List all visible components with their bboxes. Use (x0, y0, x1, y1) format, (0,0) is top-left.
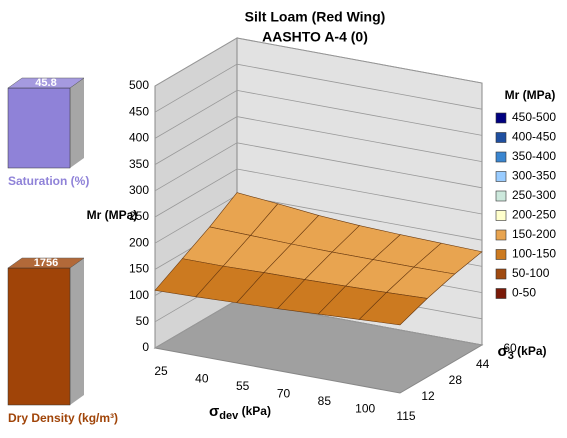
legend-label: 200-250 (512, 208, 556, 222)
indicator-side (70, 258, 84, 405)
legend-swatch (495, 171, 507, 182)
z-axis-label: Mr (MPa) (87, 208, 138, 222)
indicator-side (70, 78, 84, 168)
legend-label: 350-400 (512, 149, 556, 163)
z-tick-label: 350 (129, 157, 149, 171)
surface-cell (358, 292, 428, 326)
x-axis-label: σdev (kPa) (209, 403, 271, 422)
x-axis-label-sub: dev (219, 410, 239, 422)
indicator-front (7, 267, 71, 406)
grid-line (154, 142, 483, 192)
x-tick-label: 40 (195, 372, 209, 386)
indicator-value: 1756 (34, 257, 58, 269)
grid-line (154, 63, 483, 113)
indicator-top (7, 257, 85, 269)
z-tick-label: 250 (129, 209, 149, 223)
z-tick-label: 300 (129, 183, 149, 197)
legend-swatch (495, 151, 507, 163)
legend-label: 250-300 (512, 188, 556, 202)
z-tick-label: 400 (129, 131, 149, 145)
grid-line (154, 168, 483, 218)
legend-swatch (495, 268, 507, 280)
chart-subtitle: AASHTO A-4 (0) (262, 29, 368, 45)
z-tick-label: 50 (136, 314, 150, 328)
y-axis-label: σ3 (kPa) (497, 343, 546, 362)
y-axis-label-sub: 3 (508, 350, 514, 362)
z-tick-label: 0 (142, 340, 149, 354)
x-tick-label: 85 (318, 394, 332, 408)
y-axis-label-unit: (kPa) (514, 344, 547, 358)
legend-label: 400-450 (512, 130, 556, 144)
grid-line (154, 116, 483, 165)
z-tick-label: 100 (129, 288, 149, 302)
x-tick-label: 70 (277, 387, 291, 401)
chart-title: Silt Loam (Red Wing) (245, 9, 386, 25)
y-tick-label: 44 (476, 357, 490, 371)
grid-line (154, 89, 483, 139)
indicator-front (7, 87, 71, 169)
legend-swatch (495, 288, 507, 299)
legend-swatch (495, 132, 507, 143)
legend-swatch (495, 112, 507, 124)
legend-swatch (495, 249, 507, 260)
y-tick-label: 60 (503, 341, 517, 355)
x-tick-label: 25 (154, 364, 168, 378)
z-tick-label: 450 (129, 104, 149, 118)
legend-swatch (495, 210, 507, 221)
legend-label: 100-150 (512, 247, 556, 261)
indicator-value: 45.8 (35, 77, 56, 89)
x-tick-label: 115 (396, 409, 415, 423)
indicator-label: Dry Density (kg/m³) (8, 411, 118, 425)
legend-title: Mr (MPa) (505, 88, 556, 102)
indicator-top (7, 77, 85, 89)
legend-label: 150-200 (512, 227, 556, 241)
indicator-label: Saturation (%) (8, 174, 89, 188)
x-tick-label: 100 (355, 402, 375, 416)
z-tick-label: 150 (129, 262, 149, 276)
legend-label: 450-500 (512, 110, 556, 124)
y-tick-label: 28 (449, 373, 463, 387)
legend-label: 50-100 (512, 266, 550, 280)
x-tick-label: 55 (236, 379, 250, 393)
legend-label: 300-350 (512, 169, 556, 183)
legend-swatch (495, 190, 507, 202)
legend-swatch (495, 229, 507, 241)
x-axis-label-unit: (kPa) (238, 404, 271, 418)
x-axis-label-symbol: σ (209, 403, 219, 420)
y-tick-label: 12 (421, 389, 435, 403)
legend-label: 0-50 (512, 286, 536, 300)
z-tick-label: 200 (129, 235, 149, 249)
grid-line (154, 37, 483, 87)
indicator: 1756 Dry Density (kg/m³) (7, 257, 118, 425)
y-axis-label-symbol: σ (497, 343, 507, 360)
indicator: 45.8 Saturation (%) (7, 77, 89, 188)
z-tick-label: 500 (129, 78, 149, 92)
